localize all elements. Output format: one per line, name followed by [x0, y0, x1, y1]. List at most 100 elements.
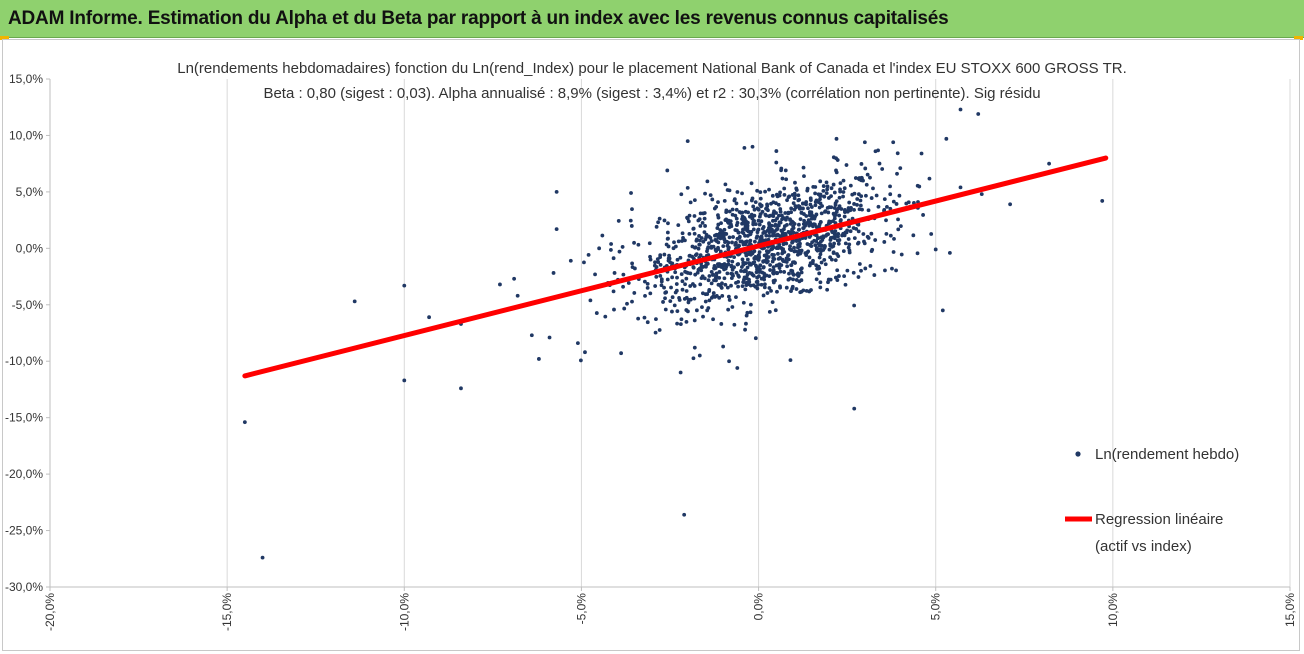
data-point — [883, 268, 887, 273]
data-point — [819, 260, 824, 265]
data-point — [724, 232, 729, 236]
data-point — [835, 238, 840, 243]
data-point — [828, 243, 833, 248]
y-tick-label: 10,0% — [9, 128, 43, 142]
data-point — [727, 359, 731, 364]
data-point — [868, 175, 872, 180]
data-point — [791, 260, 795, 265]
data-point — [864, 182, 869, 187]
data-point — [817, 266, 822, 271]
data-point — [837, 274, 841, 278]
data-point — [843, 208, 847, 212]
data-point — [884, 218, 888, 223]
data-point — [698, 282, 703, 287]
data-point — [744, 321, 748, 326]
data-point — [700, 305, 704, 310]
data-point — [619, 351, 623, 356]
data-point — [768, 268, 773, 272]
data-point — [741, 262, 746, 267]
data-point — [831, 219, 835, 224]
data-point — [726, 247, 731, 252]
data-point — [843, 241, 848, 246]
data-point — [797, 237, 802, 242]
data-point — [697, 234, 701, 238]
data-point — [459, 386, 463, 391]
data-point — [782, 227, 786, 232]
data-point — [832, 206, 837, 210]
data-point — [745, 225, 750, 230]
data-point — [805, 242, 810, 246]
data-point — [771, 244, 775, 249]
data-point — [791, 277, 795, 282]
data-point — [685, 139, 690, 143]
data-point — [675, 257, 680, 262]
data-point — [897, 193, 902, 198]
data-point — [594, 311, 599, 315]
chart-title: Ln(rendements hebdomadaires) fonction du… — [177, 60, 1127, 77]
x-tick-label: -10,0% — [397, 593, 411, 631]
data-point — [659, 283, 664, 288]
data-point — [798, 241, 802, 246]
data-point — [690, 254, 695, 259]
data-point — [622, 306, 627, 311]
data-point — [722, 276, 727, 281]
data-point — [763, 238, 768, 243]
data-point — [750, 144, 755, 149]
data-point — [722, 198, 727, 203]
data-point — [740, 257, 745, 262]
data-point — [746, 210, 750, 215]
data-point — [856, 229, 861, 234]
data-point — [674, 282, 679, 286]
data-point — [700, 220, 705, 225]
data-point — [658, 273, 663, 278]
data-point — [826, 232, 830, 237]
data-point — [664, 242, 669, 247]
data-point — [899, 252, 904, 257]
data-point — [873, 238, 878, 242]
data-point — [825, 184, 830, 189]
data-point — [866, 236, 871, 240]
data-point — [632, 240, 636, 245]
data-point — [852, 406, 857, 411]
data-point — [734, 281, 738, 285]
data-point — [744, 201, 748, 206]
data-point — [711, 291, 716, 295]
data-point — [976, 112, 981, 116]
data-point — [892, 236, 896, 241]
data-point — [823, 209, 828, 214]
data-point — [818, 247, 823, 252]
data-point — [770, 252, 775, 257]
data-point — [642, 279, 647, 284]
data-point — [670, 309, 674, 314]
data-point — [707, 274, 712, 278]
data-point — [788, 276, 792, 281]
data-point — [774, 263, 779, 268]
data-point — [778, 284, 782, 289]
data-point — [698, 224, 703, 228]
data-point — [794, 188, 799, 192]
data-point — [666, 221, 670, 226]
data-point — [818, 197, 822, 202]
data-point — [958, 107, 963, 112]
data-point — [695, 270, 700, 275]
data-point — [773, 308, 778, 313]
data-point — [663, 290, 668, 295]
data-point — [682, 512, 687, 517]
data-point — [814, 277, 819, 282]
data-point — [743, 222, 747, 227]
data-point — [841, 190, 846, 194]
report-title: ADAM Informe. Estimation du Alpha et du … — [8, 8, 949, 29]
data-point — [402, 378, 407, 383]
data-point — [793, 193, 797, 198]
data-point — [645, 320, 650, 325]
data-point — [725, 188, 730, 192]
data-point — [771, 230, 775, 235]
data-point — [703, 191, 707, 196]
data-point — [834, 210, 839, 214]
data-point — [630, 299, 634, 304]
data-point — [716, 282, 721, 287]
data-point — [796, 198, 801, 203]
data-point — [529, 333, 534, 338]
data-point — [811, 258, 815, 263]
data-point — [725, 220, 730, 224]
